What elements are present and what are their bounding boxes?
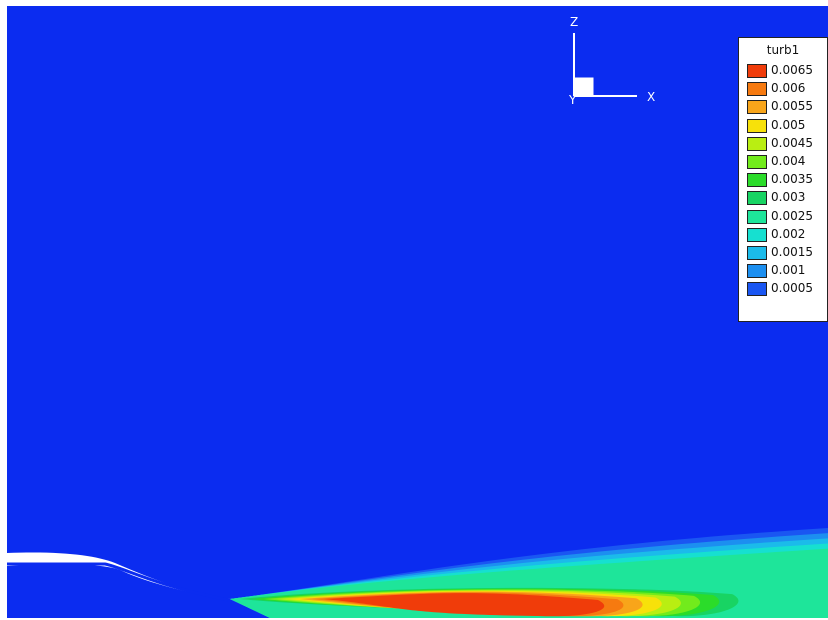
legend-title: turb1 [766, 43, 800, 57]
legend-swatch [747, 227, 767, 242]
legend-swatch [747, 209, 767, 224]
axis-triad: Z X Y [568, 15, 655, 107]
legend-entry: 0.0015 [747, 244, 827, 262]
y-axis-square [573, 77, 594, 97]
legend-label: 0.0065 [771, 63, 813, 77]
x-axis-label: X [647, 90, 655, 104]
legend-label: 0.003 [771, 190, 806, 205]
airfoil-gap [7, 562, 229, 602]
legend-entry: 0.005 [747, 117, 827, 135]
legend-swatch [747, 136, 767, 151]
legend-entry: 0.006 [747, 80, 827, 98]
legend-label: 0.001 [771, 263, 806, 278]
legend-label: 0.005 [771, 117, 806, 132]
wake-contours [230, 528, 828, 618]
legend-entry: 0.0045 [747, 135, 827, 153]
legend-label: 0.0025 [771, 208, 813, 223]
legend-label: 0.0015 [771, 245, 813, 259]
legend-label: 0.006 [771, 81, 806, 96]
legend-label: 0.0045 [771, 135, 813, 150]
legend-swatch [747, 282, 767, 297]
legend-swatch [747, 264, 767, 279]
legend-entry: 0.0055 [747, 98, 827, 116]
legend-entry: 0.0035 [747, 171, 827, 189]
legend-swatch [747, 191, 767, 206]
legend-entry: 0.001 [747, 262, 827, 280]
legend-swatch [747, 82, 767, 97]
legend-swatch [747, 246, 767, 260]
legend-entry: 0.0025 [747, 208, 827, 226]
z-axis-label: Z [570, 15, 578, 29]
legend-entry: 0.0005 [747, 280, 827, 298]
legend-swatch [747, 173, 767, 188]
flow-field [7, 6, 828, 618]
legend-swatch [747, 100, 767, 115]
y-axis-label: Y [568, 93, 577, 107]
legend-entry: 0.004 [747, 153, 827, 171]
legend-entry: 0.003 [747, 189, 827, 207]
legend-swatch [747, 155, 767, 169]
legend-entry: 0.002 [747, 226, 827, 244]
legend-swatch [747, 64, 767, 78]
legend-swatch [747, 118, 767, 133]
contour-band [324, 593, 605, 617]
legend: turb1 0.0065 0.006 0.0055 0.005 0.0045 0.004 0… [738, 37, 828, 322]
legend-label: 0.004 [771, 154, 806, 168]
legend-label: 0.0035 [771, 172, 813, 187]
legend-label: 0.0005 [771, 281, 813, 296]
legend-label: 0.0055 [771, 99, 813, 114]
legend-label: 0.002 [771, 226, 806, 241]
legend-entry: 0.0065 [747, 62, 827, 80]
